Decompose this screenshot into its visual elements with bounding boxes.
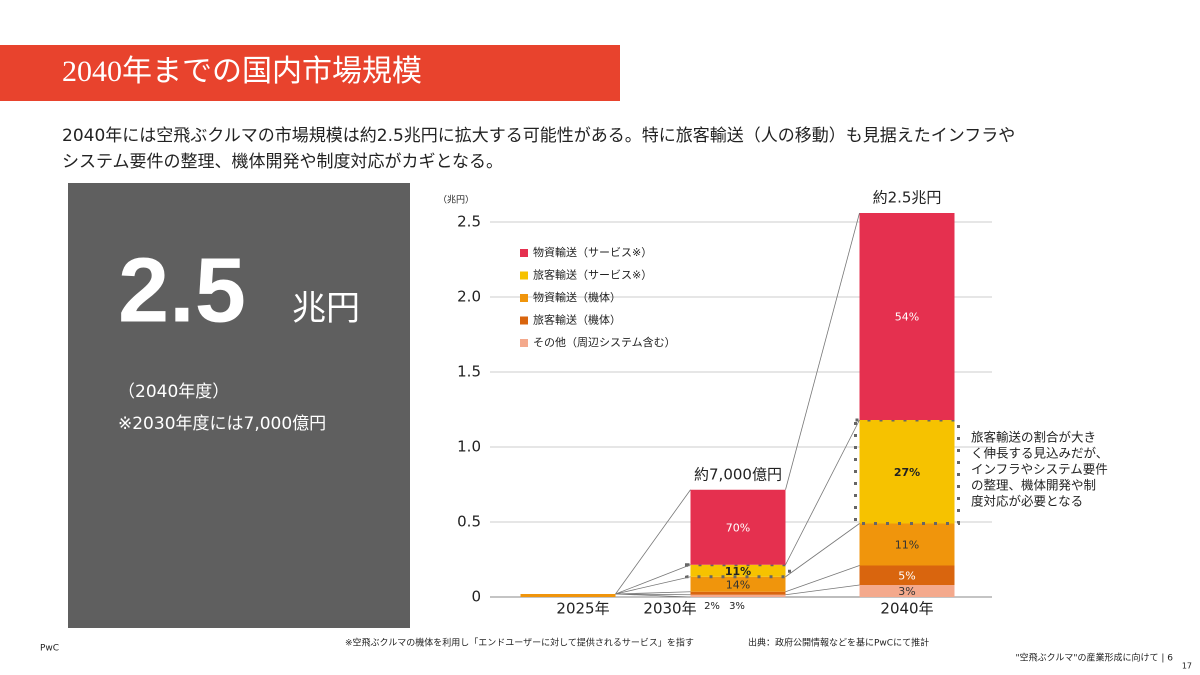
share-label: 11% [725, 565, 751, 578]
share-label: 27% [894, 466, 920, 479]
bar-segment [690, 591, 786, 595]
lead-text: 2040年には空飛ぶクルマの市場規模は約2.5兆円に拡大する可能性がある。特に旅… [62, 126, 1015, 146]
annotation: の整理、機体開発や制 [971, 478, 1096, 493]
footnote: ※空飛ぶクルマの機体を利用し「エンドユーザーに対して提供されるサービス」を指す [345, 637, 694, 649]
bar-segment [859, 523, 955, 566]
total-label: 約7,000億円 [694, 465, 782, 483]
legend-swatch [520, 271, 528, 280]
total-label: 約2.5兆円 [873, 189, 942, 207]
y-tick-label: 0.5 [457, 513, 481, 531]
bar-segment [859, 420, 955, 524]
connector [785, 565, 860, 593]
x-tick-label: 2030年 [643, 600, 696, 618]
y-tick-label: 0 [471, 588, 481, 606]
slide-title: 2040年までの国内市場規模 [62, 55, 422, 88]
highlight-box [854, 418, 960, 525]
x-tick-label: 2040年 [880, 600, 933, 618]
connector [785, 584, 860, 596]
brand: PwC [40, 644, 59, 654]
y-tick-label: 2.0 [457, 288, 481, 306]
x-tick-label: 2025年 [556, 600, 609, 618]
bar-segment [859, 565, 955, 585]
share-label: 3% [898, 585, 915, 598]
big-unit: 兆円 [292, 289, 360, 329]
connector [785, 212, 860, 490]
share-label: 2% [704, 601, 720, 612]
annotation: く伸長する見込みだが、 [971, 446, 1108, 461]
y-unit: （兆円） [438, 195, 474, 206]
bar-segment [690, 594, 786, 597]
doc-title: "空飛ぶクルマ"の産業形成に向けて | 6 [1016, 652, 1174, 664]
legend-label: 物資輸送（サービス※） [533, 245, 652, 259]
annotation: 度対応が必要となる [971, 494, 1083, 509]
y-tick-label: 1.0 [457, 438, 481, 456]
legend-swatch [520, 249, 528, 257]
y-tick-label: 1.5 [457, 363, 481, 381]
connector [615, 564, 691, 595]
bar-segment [690, 576, 786, 592]
bar-segment [690, 489, 786, 565]
share-label: 14% [726, 578, 750, 591]
bar-segment [690, 564, 786, 577]
legend-label: 旅客輸送（サービス※） [533, 268, 652, 282]
y-tick-label: 2.5 [457, 213, 481, 231]
highlight-box [685, 563, 791, 579]
panel-note: ※2030年度には7,000億円 [118, 414, 326, 434]
share-label: 5% [898, 569, 915, 582]
share-label: 54% [895, 311, 919, 324]
connector [785, 523, 860, 578]
legend-swatch [520, 294, 528, 302]
title-bar [0, 45, 620, 101]
bar-segment [520, 594, 616, 597]
panel-year: （2040年度） [118, 382, 229, 402]
legend-swatch [520, 316, 528, 325]
connector [785, 419, 860, 565]
page-number: 17 [1182, 662, 1192, 671]
annotation: インフラやシステム要件 [971, 462, 1108, 477]
bar-segment [859, 585, 955, 597]
source: 出典：政府公開情報などを基にPwCにて推計 [748, 637, 929, 649]
share-label: 3% [729, 601, 745, 612]
lead-text: システム要件の整理、機体開発や制度対応がカギとなる。 [62, 152, 503, 172]
summary-panel [68, 183, 410, 628]
legend-swatch [520, 339, 528, 347]
share-label: 11% [895, 539, 919, 552]
annotation: 旅客輸送の割合が大き [971, 430, 1096, 445]
connector [615, 489, 691, 595]
connector [615, 576, 691, 595]
legend-label: 旅客輸送（機体） [533, 313, 621, 327]
connector [615, 591, 691, 595]
connector [615, 593, 691, 596]
big-number: 2.5 [118, 239, 246, 341]
legend-label: その他（周辺システム含む） [533, 335, 676, 349]
legend-label: 物資輸送（機体） [533, 290, 621, 304]
share-label: 70% [726, 521, 750, 534]
bar-segment [859, 213, 955, 420]
